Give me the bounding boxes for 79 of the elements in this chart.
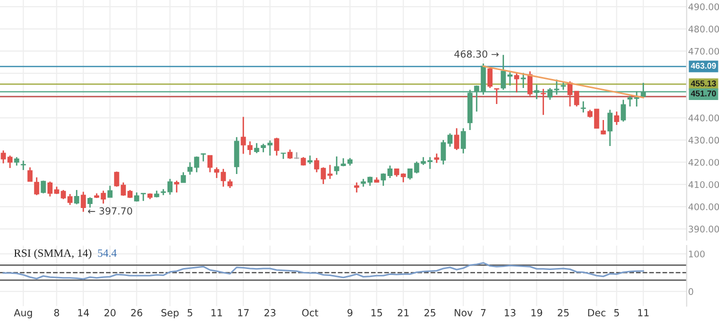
x-tick-label: 17 xyxy=(238,309,249,316)
candlestick xyxy=(80,191,86,212)
candlestick xyxy=(600,119,606,136)
candlestick xyxy=(620,99,626,122)
y-tick-label: 480.00 xyxy=(688,26,719,32)
candlestick xyxy=(487,67,493,89)
ref-line-label: 455.13 xyxy=(690,80,716,86)
x-tick-label: Nov xyxy=(454,309,473,316)
candlestick xyxy=(34,176,40,196)
candlestick xyxy=(314,157,320,173)
y-tick-label: 420.00 xyxy=(688,158,719,166)
candlestick xyxy=(434,152,440,164)
line-series xyxy=(2,262,644,280)
y-tick-label: 0 xyxy=(688,288,694,295)
candlestick xyxy=(460,128,466,154)
candlestick xyxy=(214,166,220,179)
candlestick xyxy=(614,110,620,126)
candlestick xyxy=(454,128,460,151)
y-tick-label: 470.00 xyxy=(688,48,719,55)
x-tick-label: 15 xyxy=(372,309,382,316)
candlestick xyxy=(107,185,113,198)
candlestick xyxy=(280,152,286,160)
x-tick-label: 20 xyxy=(104,309,116,316)
candlestick xyxy=(74,189,80,205)
annotation: ← 397.70 xyxy=(88,207,132,215)
y-tick-label: 400.00 xyxy=(688,203,719,210)
y-tick-label: 440.00 xyxy=(688,114,719,122)
candlestick xyxy=(174,180,180,194)
candlestick xyxy=(534,84,540,100)
x-tick-label: 13 xyxy=(504,309,516,316)
x-tick-label: 25 xyxy=(424,309,436,316)
x-tick-label: 21 xyxy=(398,309,409,316)
x-tick-label: 19 xyxy=(532,309,542,316)
chart-title: RSI (SMMA, 14) xyxy=(14,249,92,260)
candlestick xyxy=(207,154,213,173)
ref-line-label: 463.09 xyxy=(690,62,716,69)
x-tick-label: 11 xyxy=(212,309,222,316)
candlestick xyxy=(27,166,33,182)
candlestick xyxy=(180,172,186,184)
x-tick-label: Aug xyxy=(14,309,32,318)
candlestick xyxy=(580,100,586,114)
candlestick xyxy=(640,82,646,98)
x-tick-label: 26 xyxy=(131,309,142,316)
x-tick-label: 5 xyxy=(188,309,192,316)
x-tick-label: 23 xyxy=(264,309,276,316)
y-tick-label: 410.00 xyxy=(688,181,719,188)
candlestick xyxy=(274,137,280,156)
candlestick xyxy=(334,156,340,176)
candlestick xyxy=(520,72,526,89)
candlestick xyxy=(87,196,93,208)
candlestick xyxy=(294,152,300,160)
annotation: 54.4 xyxy=(98,249,117,257)
candlestick xyxy=(220,168,226,188)
x-tick-label: 8 xyxy=(54,309,60,316)
candlestick xyxy=(40,180,46,194)
annotation: 468.30 → xyxy=(454,50,499,58)
candlestick xyxy=(607,109,613,147)
candlestick xyxy=(474,84,480,112)
x-tick-label: 7 xyxy=(481,309,486,316)
candlestick xyxy=(354,182,360,194)
y-tick-label: 430.00 xyxy=(688,136,719,144)
x-tick-label: Oct xyxy=(302,309,318,316)
x-tick-label: Sep xyxy=(161,309,179,318)
y-tick-label: 100 xyxy=(689,250,705,258)
candlestick xyxy=(287,148,293,160)
candlestick xyxy=(114,170,120,188)
y-tick-label: 490.00 xyxy=(688,3,719,10)
y-tick-label: 390.00 xyxy=(688,226,719,232)
candlestick xyxy=(254,142,260,154)
x-tick-label: 5 xyxy=(614,309,619,316)
candlestick xyxy=(100,190,106,204)
candlestick xyxy=(20,160,26,171)
x-tick-label: Dec xyxy=(588,309,606,316)
x-tick-label: 25 xyxy=(558,309,569,316)
candlestick xyxy=(514,72,520,94)
ref-line-label: 451.70 xyxy=(690,90,716,96)
x-tick-label: 9 xyxy=(348,309,352,316)
x-tick-label: 11 xyxy=(638,309,649,316)
x-tick-label: 14 xyxy=(78,309,89,316)
